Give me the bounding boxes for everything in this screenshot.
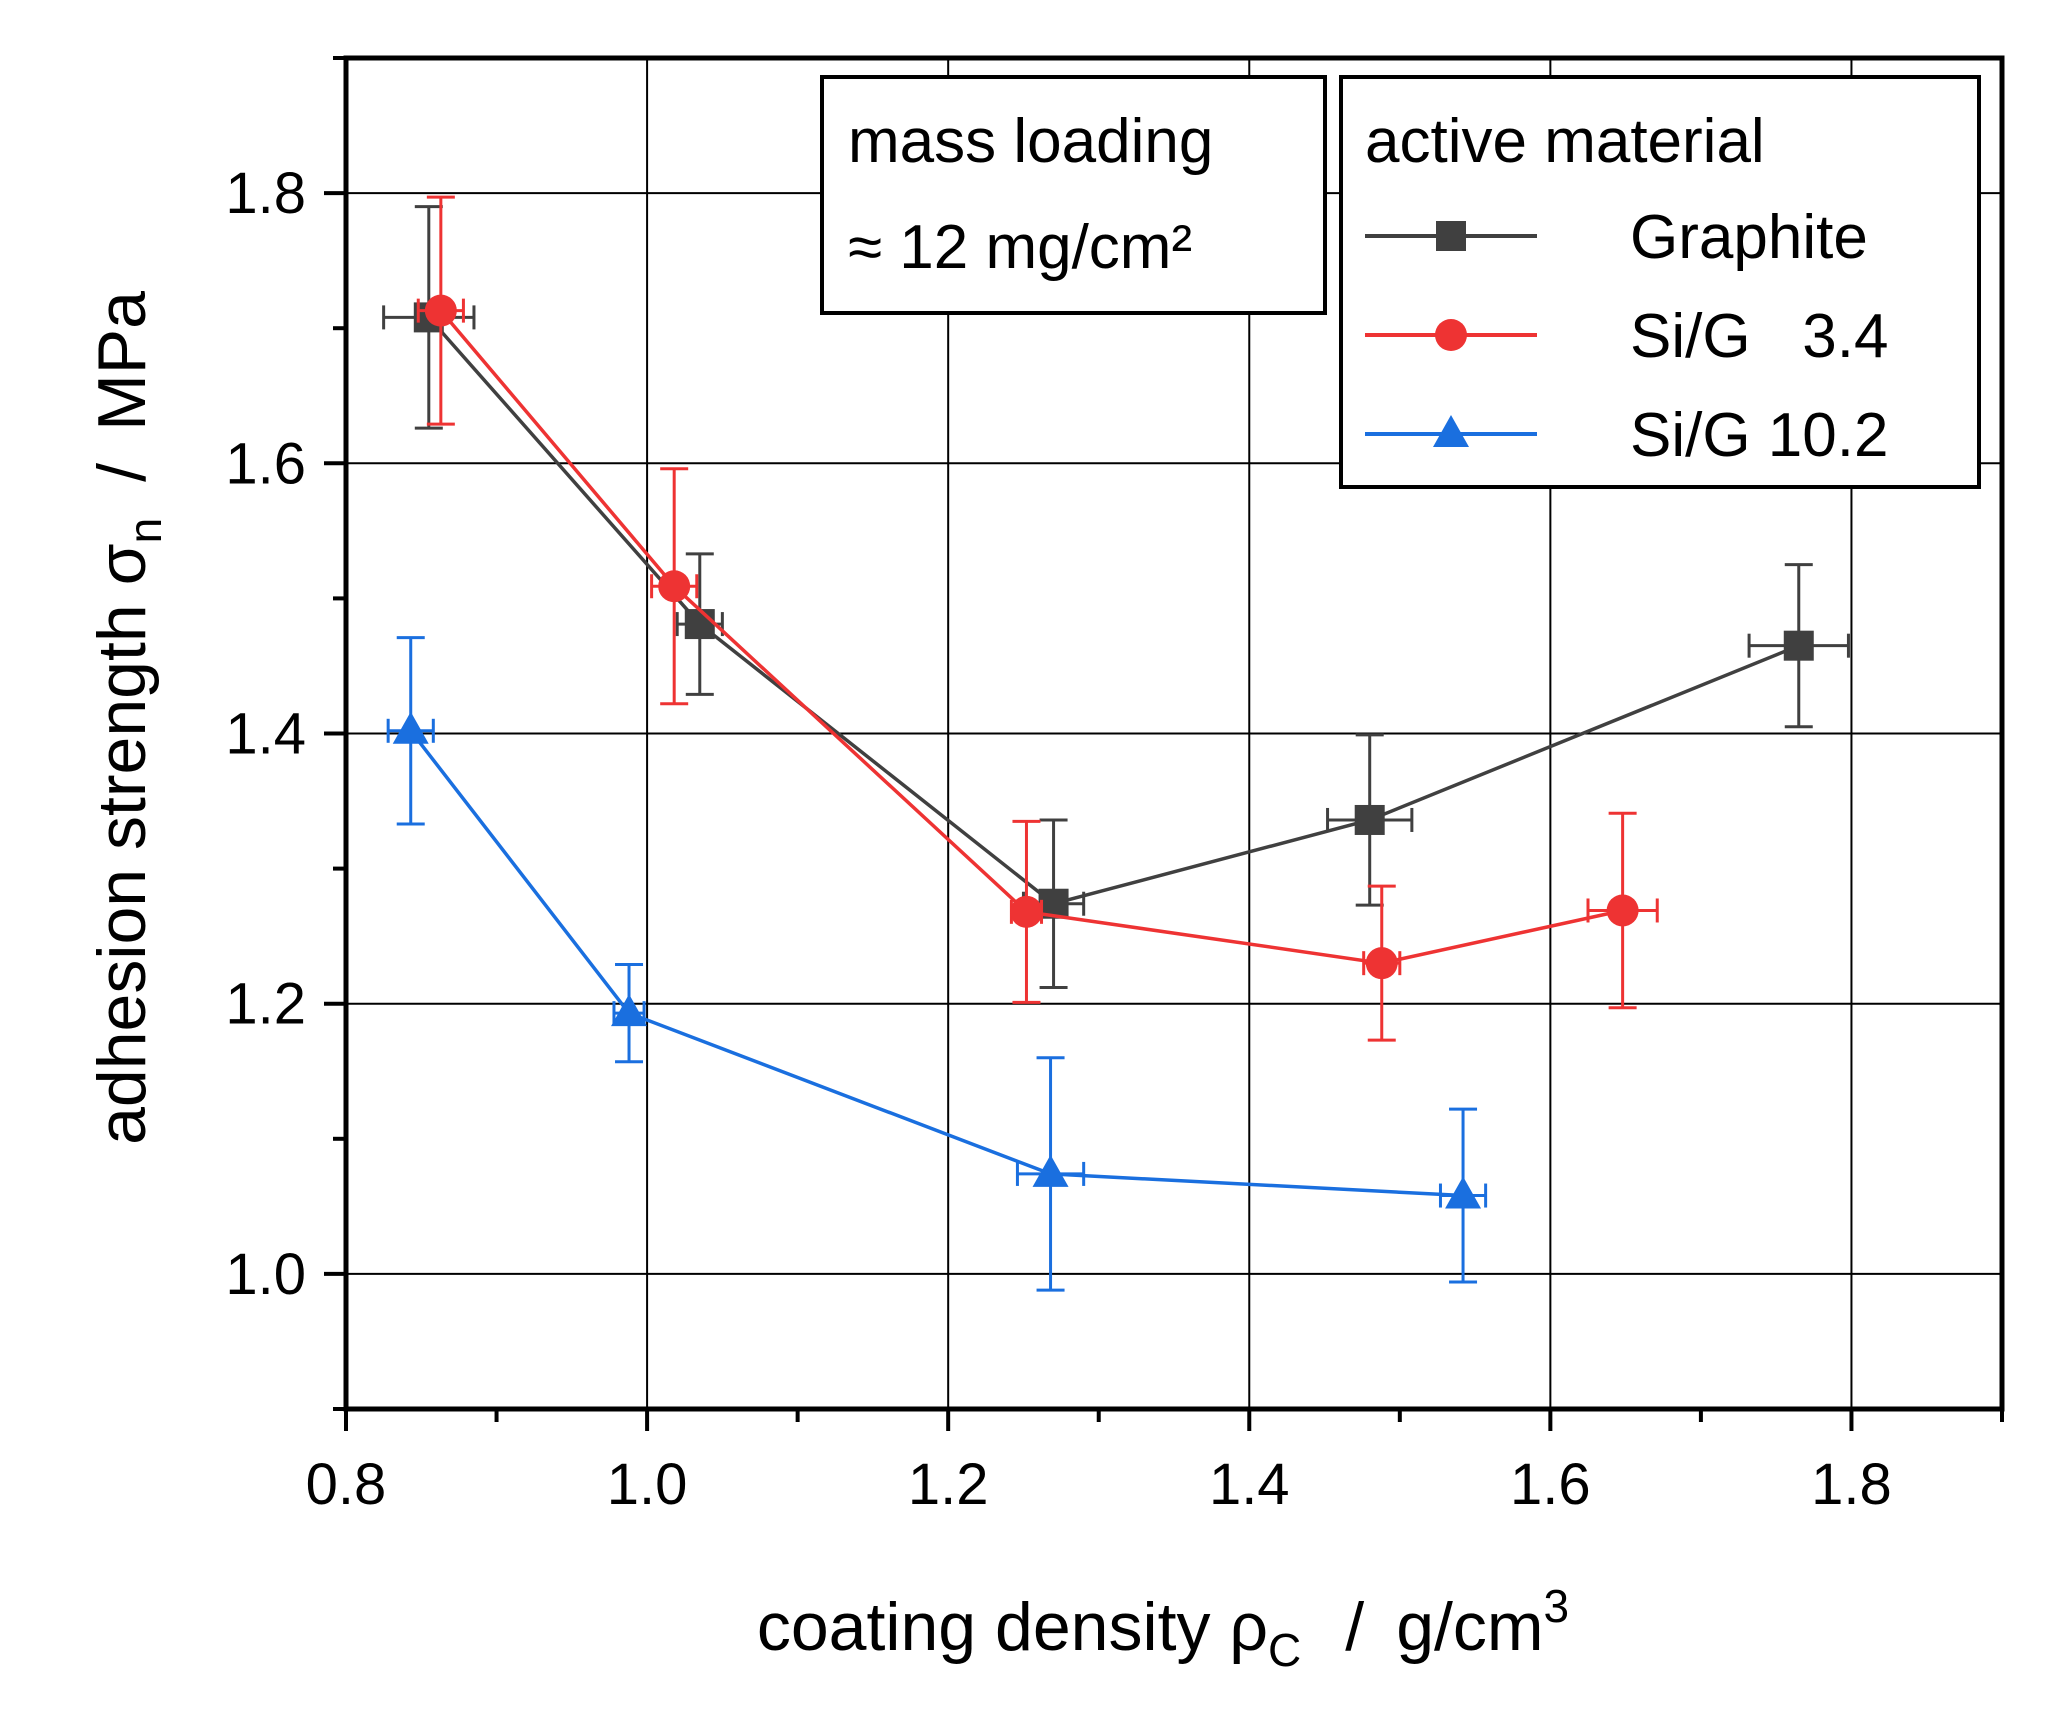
data-point-circle [658, 570, 691, 603]
y-axis-title: adhesion strength σn / MPa [84, 291, 171, 1145]
y-axis-title-unit: MPa [84, 291, 160, 431]
annotation-box: mass loading ≈ 12 mg/cm² [820, 75, 1327, 315]
series-line-triangle [409, 729, 1464, 1198]
annotation-line-2: ≈ 12 mg/cm² [848, 213, 1192, 282]
x-axis-title-sup: 3 [1544, 1580, 1570, 1632]
series-circle [416, 195, 1659, 1042]
data-point-triangle [392, 711, 429, 744]
data-point-circle [1606, 894, 1639, 927]
legend-marker-triangle [1433, 415, 1469, 447]
x-axis-title-main: coating density ρ [757, 1589, 1268, 1665]
series-triangle [386, 636, 1488, 1292]
x-tick-label: 0.8 [306, 1452, 387, 1517]
data-point-triangle [1032, 1154, 1069, 1187]
x-axis-title-unit: g/cm [1396, 1589, 1543, 1665]
legend-label: Si/G 3.4 [1630, 302, 1888, 371]
data-point-triangle [611, 994, 648, 1027]
legend-marker-square [1436, 221, 1466, 251]
y-tick-label: 1.0 [225, 1242, 306, 1307]
legend-title: active material [1365, 107, 1765, 176]
y-axis-title-sep: / [84, 463, 160, 482]
y-tick-label: 1.4 [225, 702, 306, 767]
x-axis-title: coating density ρC / g/cm3 [757, 1580, 1569, 1676]
data-point-square [684, 609, 715, 640]
legend-label: Graphite [1630, 203, 1868, 272]
data-point-circle [424, 294, 457, 327]
x-tick-label: 1.4 [1209, 1452, 1290, 1517]
x-axis-title-sub: C [1268, 1624, 1301, 1676]
data-point-triangle [1445, 1176, 1482, 1209]
y-axis-title-sub: n [119, 518, 171, 544]
series-layer [382, 195, 1850, 1292]
y-axis-title-main: adhesion strength σ [84, 543, 160, 1144]
legend-marker-circle [1435, 319, 1467, 351]
legend-frame [1339, 75, 1981, 489]
data-point-circle [1365, 947, 1398, 980]
y-tick-label: 1.2 [225, 972, 306, 1037]
annotation-line-1: mass loading [848, 107, 1213, 176]
legend-item-triangle: Si/G 10.2 [1365, 401, 1888, 470]
data-point-square [1354, 804, 1385, 835]
x-axis-title-sep: / [1345, 1589, 1364, 1665]
data-point-circle [1010, 895, 1043, 928]
legend: active material Graphite Si/G 3.4 Si/G 10.… [1339, 75, 1981, 489]
data-point-square [1783, 630, 1814, 661]
x-tick-label: 1.0 [607, 1452, 688, 1517]
x-tick-label: 1.8 [1811, 1452, 1892, 1517]
x-tick-label: 1.6 [1510, 1452, 1591, 1517]
y-tick-label: 1.8 [225, 161, 306, 226]
legend-item-circle: Si/G 3.4 [1365, 302, 1888, 371]
x-tick-label: 1.2 [908, 1452, 989, 1517]
axis-ticks: 0.8 1.0 1.2 1.4 1.6 1.8 1.0 1.2 1.4 1.6 1.8 [225, 56, 2004, 1517]
y-tick-label: 1.6 [225, 431, 306, 496]
annotation-frame [820, 75, 1327, 315]
legend-item-square: Graphite [1365, 203, 1868, 272]
legend-label: Si/G 10.2 [1630, 401, 1888, 470]
